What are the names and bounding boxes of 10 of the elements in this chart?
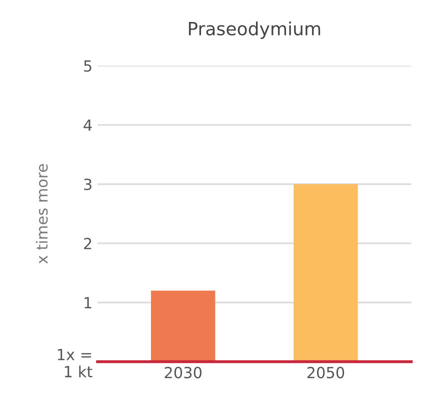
x-tick-label: 2050 <box>307 366 344 378</box>
y-axis-title: x times more <box>36 164 48 264</box>
y-tick-label: 4 <box>84 120 92 131</box>
y-tick-label: 1 <box>84 297 92 308</box>
y-tick-label: 1x = 1 kt <box>58 348 92 378</box>
y-tick-label: 3 <box>84 178 92 190</box>
x-tick-label: 2030 <box>164 366 202 378</box>
y-tick-label: 5 <box>84 60 92 72</box>
chart-title: Praseodymium <box>188 21 320 39</box>
y-tick-label: 2 <box>84 238 92 250</box>
